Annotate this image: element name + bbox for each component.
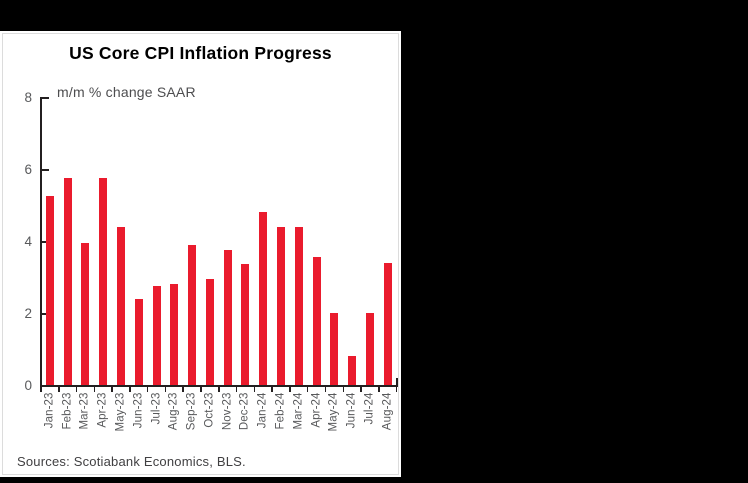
bar-Aug-23 bbox=[170, 284, 179, 385]
x-tick bbox=[360, 387, 362, 392]
x-tick bbox=[289, 387, 291, 392]
x-tick bbox=[40, 387, 42, 392]
x-axis-end-tick bbox=[396, 378, 398, 385]
x-tick bbox=[58, 387, 60, 392]
x-category-label: Jan-23 bbox=[43, 392, 56, 428]
bar-Feb-24 bbox=[277, 226, 286, 385]
bar-Nov-23 bbox=[223, 250, 232, 385]
x-category-label: Dec-23 bbox=[238, 392, 251, 430]
x-tick bbox=[146, 387, 149, 392]
x-category-label: Jul-24 bbox=[363, 392, 376, 424]
y-tick bbox=[42, 241, 49, 243]
x-tick bbox=[395, 387, 398, 392]
x-tick bbox=[164, 387, 167, 392]
bar-Apr-23 bbox=[99, 178, 108, 385]
x-category-label: Nov-23 bbox=[221, 392, 234, 430]
bar-Jul-23 bbox=[152, 286, 161, 385]
y-axis bbox=[40, 97, 42, 387]
bar-Oct-23 bbox=[205, 278, 214, 385]
y-tick-label: 2 bbox=[24, 306, 32, 321]
sources-note: Sources: Scotiabank Economics, BLS. bbox=[17, 454, 246, 469]
bar-May-23 bbox=[117, 226, 125, 385]
x-tick bbox=[378, 387, 380, 392]
bar-Aug-24 bbox=[383, 262, 392, 385]
bar-Jun-23 bbox=[134, 298, 143, 385]
x-category-label: Apr-24 bbox=[310, 392, 323, 428]
x-tick bbox=[200, 387, 202, 392]
plot-area: Jan-23 Feb-23 Mar-23 Apr-23 May-23 Jun-23 Jul-… bbox=[0, 31, 401, 477]
x-category-label: Apr-23 bbox=[96, 392, 109, 428]
x-category-label: Mar-23 bbox=[78, 392, 91, 430]
x-category-label: Oct-23 bbox=[203, 392, 216, 428]
chart-title: US Core CPI Inflation Progress bbox=[69, 43, 332, 63]
bar-Sep-23 bbox=[188, 244, 197, 385]
x-tick bbox=[75, 387, 78, 392]
y-tick bbox=[42, 313, 49, 315]
x-tick bbox=[218, 387, 220, 392]
x-category-label: May-24 bbox=[327, 392, 340, 431]
x-category-label: Jul-23 bbox=[150, 392, 163, 424]
x-tick bbox=[306, 387, 309, 392]
x-category-label: Sep-23 bbox=[185, 392, 198, 430]
y-tick-label: 4 bbox=[24, 234, 32, 249]
bar-Dec-23 bbox=[241, 264, 250, 385]
x-category-label: Mar-24 bbox=[292, 392, 305, 430]
y-tick bbox=[42, 169, 49, 171]
x-category-label: Jun-23 bbox=[132, 392, 145, 428]
chart-panel: US Core CPI Inflation Progress m/m % cha… bbox=[0, 31, 401, 477]
x-category-label: May-23 bbox=[114, 392, 127, 431]
x-tick bbox=[93, 387, 96, 392]
x-category-label: Feb-23 bbox=[61, 392, 74, 430]
x-category-label: Aug-23 bbox=[167, 392, 180, 430]
bar-Mar-23 bbox=[81, 242, 90, 385]
y-tick-label: 8 bbox=[24, 90, 32, 105]
y-tick-label: 0 bbox=[24, 378, 32, 393]
bar-Jan-24 bbox=[259, 212, 268, 385]
x-tick bbox=[129, 387, 131, 392]
bar-Jan-23 bbox=[45, 196, 54, 385]
bar-Mar-24 bbox=[294, 226, 303, 385]
x-tick bbox=[111, 387, 113, 392]
x-category-label: Jan-24 bbox=[256, 392, 269, 428]
bar-Jul-24 bbox=[365, 313, 374, 385]
x-tick bbox=[235, 387, 238, 392]
x-tick bbox=[271, 387, 273, 392]
y-tick-label: 6 bbox=[24, 162, 32, 177]
y-tick bbox=[42, 97, 49, 99]
bar-Feb-23 bbox=[63, 178, 72, 385]
x-tick bbox=[182, 387, 184, 392]
bar-May-24 bbox=[330, 313, 339, 385]
chart-subtitle: m/m % change SAAR bbox=[57, 84, 196, 100]
x-category-label: Feb-24 bbox=[274, 392, 287, 430]
bar-Jun-24 bbox=[348, 356, 357, 385]
x-category-label: Jun-24 bbox=[345, 392, 358, 428]
x-axis bbox=[40, 385, 398, 387]
x-category-label: Aug-24 bbox=[381, 392, 394, 430]
x-tick bbox=[324, 387, 327, 392]
x-tick bbox=[253, 387, 256, 392]
bar-Apr-24 bbox=[312, 257, 321, 385]
x-tick bbox=[342, 387, 344, 392]
